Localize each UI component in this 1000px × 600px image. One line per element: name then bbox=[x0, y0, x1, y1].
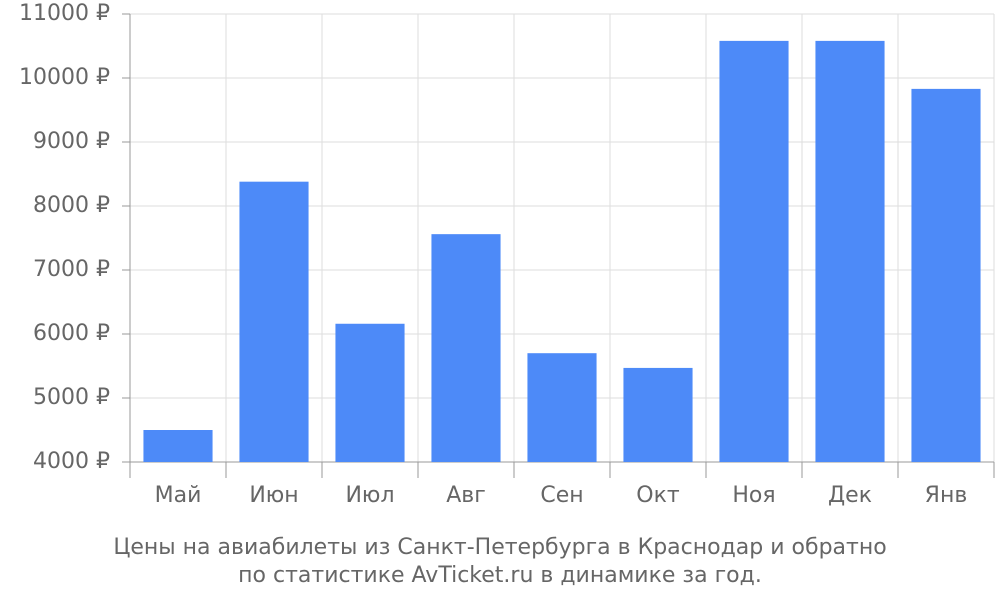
x-tick-label: Июл bbox=[345, 483, 394, 508]
chart-title: по статистике AvTicket.ru в динамике за … bbox=[238, 563, 762, 588]
y-tick-label: 6000 ₽ bbox=[33, 321, 110, 346]
bar bbox=[527, 353, 597, 462]
x-tick-label: Ноя bbox=[732, 483, 775, 508]
y-tick-label: 4000 ₽ bbox=[33, 449, 110, 474]
x-tick-label: Дек bbox=[828, 483, 872, 508]
bar bbox=[335, 323, 405, 462]
bar bbox=[143, 430, 213, 462]
y-tick-label: 7000 ₽ bbox=[33, 257, 110, 282]
bar bbox=[239, 181, 309, 462]
x-tick-label: Сен bbox=[540, 483, 583, 508]
y-tick-label: 9000 ₽ bbox=[33, 129, 110, 154]
bar bbox=[815, 40, 885, 462]
bar bbox=[719, 40, 789, 462]
y-tick-label: 11000 ₽ bbox=[19, 1, 110, 26]
bar bbox=[911, 88, 981, 462]
bar bbox=[431, 234, 501, 462]
x-tick-label: Авг bbox=[446, 483, 486, 508]
x-tick-label: Июн bbox=[249, 483, 298, 508]
x-tick-label: Янв bbox=[925, 483, 968, 508]
chart-title: Цены на авиабилеты из Санкт-Петербурга в… bbox=[113, 535, 886, 560]
x-tick-label: Май bbox=[155, 483, 202, 508]
y-tick-label: 5000 ₽ bbox=[33, 385, 110, 410]
y-tick-label: 10000 ₽ bbox=[19, 65, 110, 90]
bar bbox=[623, 367, 693, 462]
y-tick-label: 8000 ₽ bbox=[33, 193, 110, 218]
x-tick-label: Окт bbox=[636, 483, 680, 508]
